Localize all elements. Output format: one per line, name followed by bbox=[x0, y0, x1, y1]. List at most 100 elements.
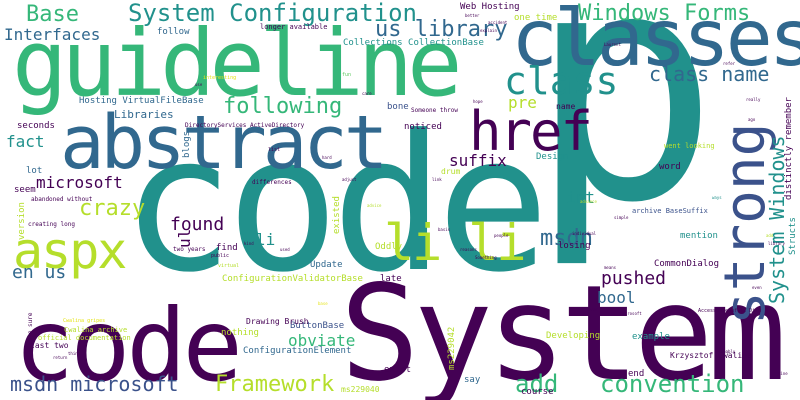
word: existed bbox=[332, 196, 342, 234]
word: Design bbox=[536, 152, 569, 162]
word: li bbox=[256, 230, 276, 249]
word: better bbox=[465, 13, 480, 18]
word: Developing bbox=[546, 331, 601, 341]
word: class bbox=[504, 59, 619, 103]
word: word bbox=[659, 162, 681, 172]
word: Laurent bbox=[604, 42, 621, 47]
word: simple bbox=[614, 215, 629, 220]
word: suffix bbox=[449, 151, 507, 170]
word: probably bbox=[716, 349, 736, 354]
word: pushed bbox=[601, 268, 667, 289]
word: lot bbox=[26, 166, 43, 176]
word: msdn microsoft bbox=[10, 372, 179, 396]
word: individual bbox=[572, 231, 597, 236]
word: en us bbox=[12, 262, 67, 283]
word: aspx bbox=[13, 222, 127, 280]
word: p bbox=[528, 0, 720, 272]
word: ago bbox=[748, 117, 756, 122]
word: advance bbox=[580, 199, 597, 204]
word: late bbox=[380, 274, 402, 284]
word: even bbox=[752, 285, 762, 290]
word: nothing bbox=[221, 328, 259, 338]
word: one time bbox=[514, 13, 558, 23]
word: Base bbox=[26, 2, 79, 27]
word: seem bbox=[14, 185, 36, 195]
word: blogs bbox=[182, 130, 192, 158]
word: last two bbox=[30, 341, 69, 350]
word: Libraries bbox=[114, 108, 174, 121]
word: version bbox=[17, 202, 27, 240]
word: Update bbox=[310, 260, 343, 270]
word: convention bbox=[600, 370, 745, 398]
word: following bbox=[223, 94, 343, 119]
word: two years bbox=[173, 246, 206, 253]
word: classes bbox=[511, 0, 800, 84]
word: virtual bbox=[218, 263, 240, 269]
word: int bbox=[566, 188, 595, 207]
word: Microsoft bbox=[620, 311, 642, 316]
word: class name bbox=[649, 62, 770, 86]
word: Hosting VirtualFileBase bbox=[79, 96, 204, 106]
word: seconds bbox=[17, 121, 55, 131]
word: drum bbox=[441, 167, 461, 176]
word: find bbox=[216, 243, 238, 253]
word: basis bbox=[438, 227, 451, 232]
word: return bbox=[53, 355, 68, 360]
word: Someone throw bbox=[411, 107, 458, 114]
word: thing bbox=[68, 351, 81, 356]
word: abstract bbox=[60, 100, 388, 186]
word: DirectoryServices ActiveDirectory bbox=[185, 122, 305, 129]
word: library bbox=[768, 241, 785, 246]
word: ways bbox=[712, 195, 722, 200]
word: abandoned without bbox=[31, 196, 93, 203]
word: Cwalina gripes bbox=[63, 318, 106, 324]
word: people bbox=[494, 233, 509, 238]
word: distinctly remember bbox=[784, 97, 794, 200]
word: really bbox=[746, 97, 761, 102]
word: archive BaseSuffix bbox=[632, 207, 708, 215]
word: course bbox=[521, 387, 554, 397]
word: example bbox=[632, 332, 670, 342]
word: losing bbox=[558, 241, 591, 251]
word: use bbox=[195, 82, 203, 87]
word: fun bbox=[342, 72, 352, 78]
word: interesting bbox=[203, 75, 237, 81]
word: Krzysztof Cwalina bbox=[670, 351, 752, 360]
word: obviate bbox=[288, 331, 356, 350]
word: say bbox=[464, 375, 481, 385]
word: list bbox=[268, 147, 281, 153]
word: ButtonBase bbox=[290, 321, 345, 331]
word: means bbox=[604, 265, 617, 270]
word: link bbox=[432, 177, 442, 182]
word: fact bbox=[6, 132, 45, 151]
word: msdn bbox=[540, 226, 593, 251]
word: System Configuration bbox=[128, 0, 417, 27]
word: longer available bbox=[260, 23, 328, 31]
word: ever bbox=[588, 307, 598, 312]
word: care bbox=[362, 91, 372, 96]
word: Something bbox=[475, 255, 497, 260]
word: bool bbox=[597, 288, 636, 307]
word: found bbox=[170, 214, 225, 235]
word: Cwalina archive bbox=[64, 326, 128, 334]
word: advice bbox=[367, 203, 382, 208]
word: href bbox=[469, 100, 593, 163]
word: guideline bbox=[12, 10, 462, 117]
word: add bbox=[515, 370, 559, 398]
word: follow bbox=[157, 27, 190, 37]
word: make sure bbox=[27, 312, 34, 345]
word: end bbox=[628, 369, 645, 379]
word: differences bbox=[252, 179, 292, 186]
word: Framework bbox=[215, 372, 335, 397]
word: add bbox=[766, 233, 774, 238]
word: creating long bbox=[28, 221, 75, 228]
word: Interfaces bbox=[4, 25, 101, 44]
word: li li bbox=[384, 214, 527, 272]
word: code bbox=[14, 287, 243, 400]
word: System bbox=[340, 257, 787, 400]
word: bone bbox=[387, 102, 409, 112]
word: sure bbox=[682, 307, 692, 312]
word: accident bbox=[488, 20, 508, 25]
word: used bbox=[280, 247, 290, 252]
